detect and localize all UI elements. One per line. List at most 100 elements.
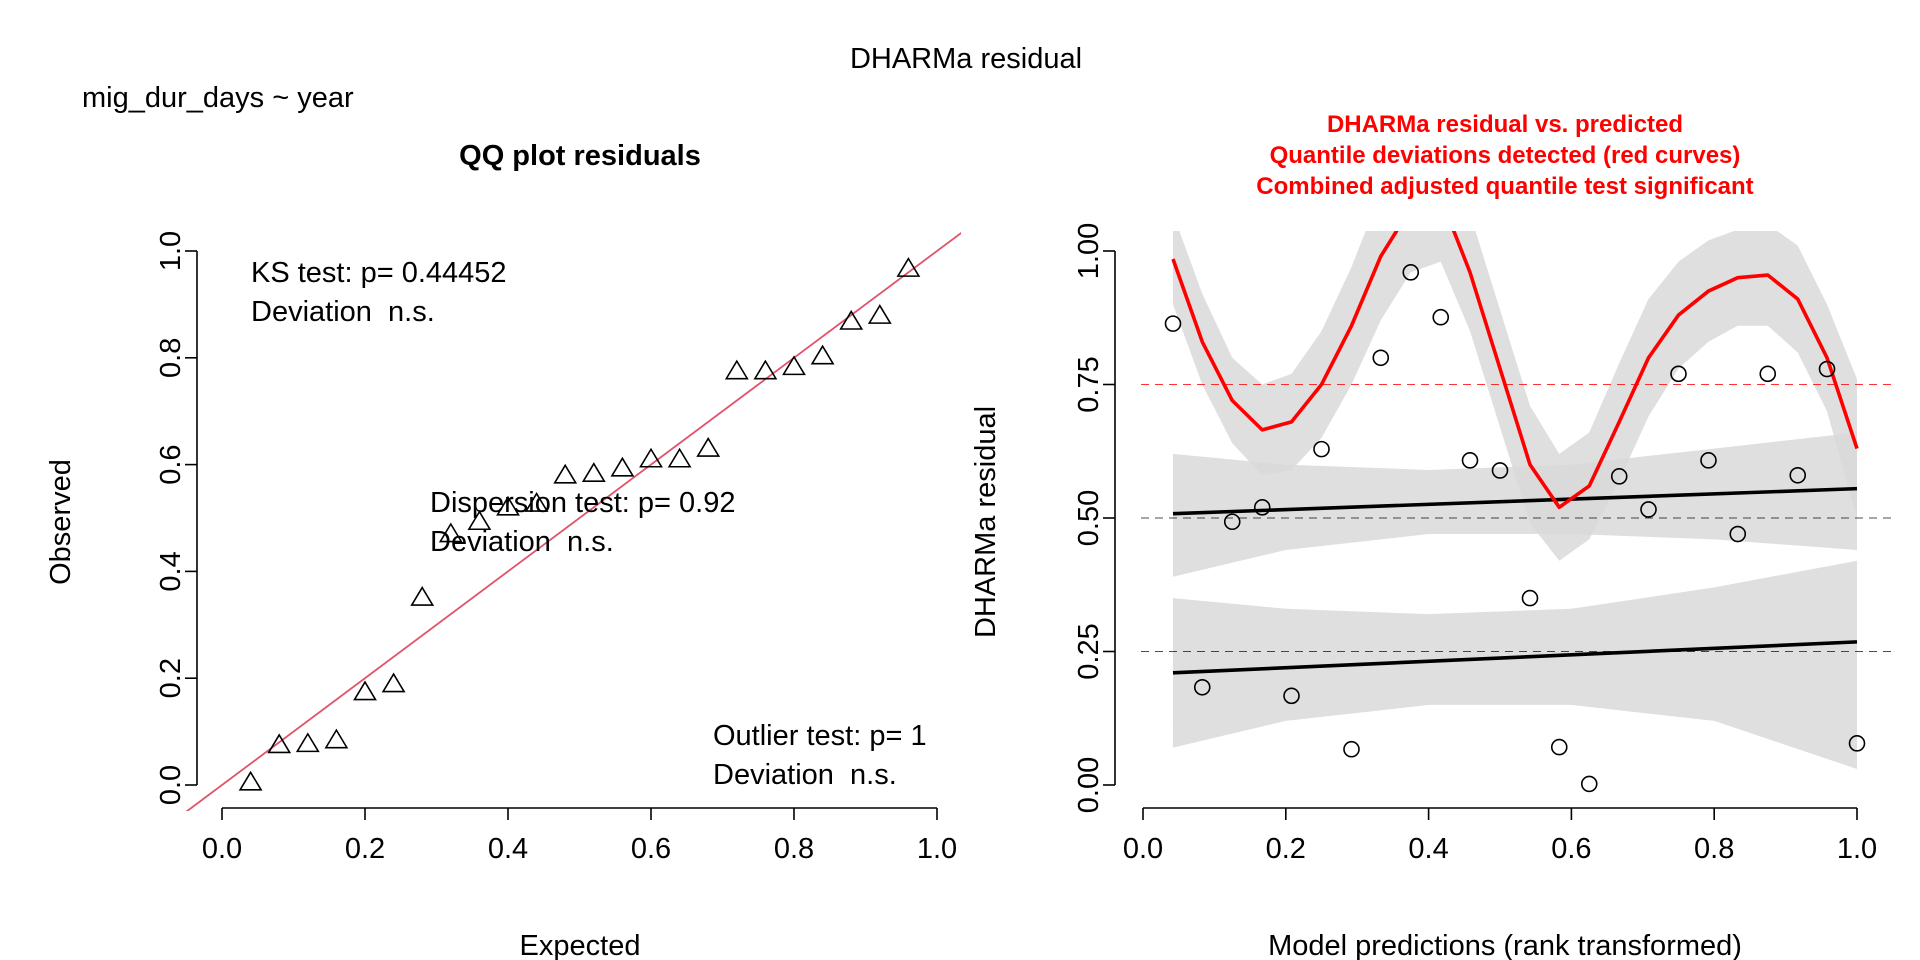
residual-point	[1700, 452, 1717, 469]
qq-point	[410, 586, 435, 606]
qq-point	[267, 733, 292, 754]
qq-point	[324, 728, 349, 749]
residual-point	[1640, 501, 1657, 518]
qq-x-tick-label: 1.0	[917, 833, 957, 865]
residual-points	[1164, 264, 1866, 793]
residual-vs-predicted-panel: DHARMa residual vs. predicted Quantile d…	[970, 111, 1891, 960]
ks-deviation-text: Deviation n.s.	[251, 296, 435, 328]
qq-point	[438, 522, 463, 543]
residual-point	[1164, 315, 1182, 332]
quantile-line-0.75	[1171, 231, 1859, 510]
qq-y-tick-label: 1.0	[155, 231, 187, 271]
residual-point	[1461, 452, 1479, 469]
residual-point	[1759, 365, 1777, 383]
qq-point	[753, 359, 778, 380]
qq-point	[839, 309, 864, 330]
quantile-line-0.25	[1172, 640, 1858, 675]
residual-axes: 0.0 0.2 0.4 0.6 0.8 1.0 0.00 0.25 0.50 0.75 1.00	[1073, 223, 1877, 865]
residual-point	[1313, 440, 1330, 458]
residual-point	[1193, 678, 1211, 696]
qq-plot-title: QQ plot residuals	[459, 140, 701, 172]
qq-x-tick-label: 0.2	[345, 833, 385, 865]
residual-title-line3: Combined adjusted quantile test signific…	[1256, 173, 1753, 200]
dispersion-deviation-text: Deviation n.s.	[430, 526, 614, 558]
qq-point	[639, 447, 663, 468]
residual-point	[1580, 775, 1598, 793]
qq-x-axis-label: Expected	[520, 930, 641, 960]
quantile-confidence-bands	[1172, 231, 1857, 769]
residual-point	[1670, 365, 1687, 383]
residual-y-tick-label: 0.75	[1073, 356, 1105, 412]
residual-y-tick-label: 0.50	[1073, 490, 1105, 546]
residual-point	[1402, 264, 1420, 281]
residual-x-tick-label: 0.6	[1551, 833, 1591, 865]
residual-point	[1283, 687, 1300, 705]
residual-y-tick-label: 1.00	[1073, 223, 1105, 279]
qq-point	[295, 732, 320, 753]
residual-title-line2: Quantile deviations detected (red curves…	[1270, 142, 1741, 169]
residual-point	[1491, 462, 1509, 479]
residual-y-tick-label: 0.00	[1073, 757, 1105, 813]
outlier-test-text: Outlier test: p= 1	[713, 720, 927, 752]
qq-y-tick-label: 0.4	[155, 551, 187, 591]
quantile-regression-lines	[1171, 231, 1859, 675]
residual-point	[1789, 466, 1807, 484]
qq-reference-line	[185, 231, 961, 811]
residual-point	[1818, 360, 1836, 378]
residual-point	[1432, 308, 1450, 326]
qq-point	[381, 672, 406, 693]
residual-point	[1521, 589, 1539, 607]
formula-label: mig_dur_days ~ year	[82, 82, 354, 114]
qq-plot-panel: QQ plot residuals Expected Observed 0.0 0…	[45, 140, 961, 960]
residual-y-tick-label: 0.25	[1073, 623, 1105, 679]
qq-axes: 0.0 0.2 0.4 0.6 0.8 1.0 0.0 0.2 0.4 0.6 0.8 1.0	[155, 231, 957, 865]
residual-x-tick-label: 0.8	[1694, 833, 1734, 865]
qq-point	[581, 462, 606, 482]
qq-point	[496, 495, 520, 516]
residual-point	[1848, 735, 1866, 752]
residual-point	[1223, 513, 1241, 531]
qq-x-tick-label: 0.8	[774, 833, 814, 865]
quantile-band-0.25	[1172, 560, 1857, 769]
qq-y-tick-label: 0.2	[155, 658, 187, 698]
residual-title-line1: DHARMa residual vs. predicted	[1327, 111, 1683, 138]
quantile-reference-lines	[1141, 383, 1891, 653]
quantile-band-0.75	[1172, 231, 1857, 561]
qq-y-tick-label: 0.0	[155, 765, 187, 805]
quantile-band-0.5	[1172, 432, 1857, 577]
qq-point	[896, 257, 921, 277]
quantile-line-0.5	[1172, 486, 1858, 516]
residual-x-tick-label: 0.2	[1266, 833, 1306, 865]
qq-annotations: KS test: p= 0.44452 Deviation n.s. Dispe…	[251, 257, 927, 791]
qq-point	[524, 492, 549, 512]
residual-x-axis-label: Model predictions (rank transformed)	[1268, 930, 1742, 960]
residual-y-axis-label: DHARMa residual	[970, 406, 1002, 638]
qq-point	[724, 359, 749, 380]
residual-point	[1550, 738, 1568, 756]
residual-point	[1253, 499, 1271, 516]
dispersion-test-text: Dispersion test: p= 0.92	[430, 487, 735, 519]
qq-point	[782, 355, 806, 376]
qq-y-tick-label: 0.6	[155, 444, 187, 484]
qq-point	[667, 447, 692, 468]
qq-x-tick-label: 0.4	[488, 833, 528, 865]
residual-point	[1343, 740, 1360, 758]
qq-point	[353, 680, 377, 701]
main-title: DHARMa residual	[850, 43, 1082, 75]
qq-point	[467, 510, 492, 531]
qq-points	[238, 257, 921, 791]
qq-x-tick-label: 0.0	[202, 833, 242, 865]
residual-x-tick-label: 1.0	[1837, 833, 1877, 865]
qq-point	[610, 456, 635, 477]
qq-y-axis-label: Observed	[45, 459, 77, 585]
qq-point	[867, 304, 892, 324]
qq-y-tick-label: 0.8	[155, 338, 187, 378]
qq-point	[810, 344, 835, 365]
residual-point	[1729, 525, 1747, 543]
residual-point	[1372, 349, 1390, 367]
residual-point	[1610, 468, 1628, 485]
residual-x-tick-label: 0.4	[1408, 833, 1448, 865]
qq-point	[238, 770, 263, 791]
qq-x-tick-label: 0.6	[631, 833, 671, 865]
